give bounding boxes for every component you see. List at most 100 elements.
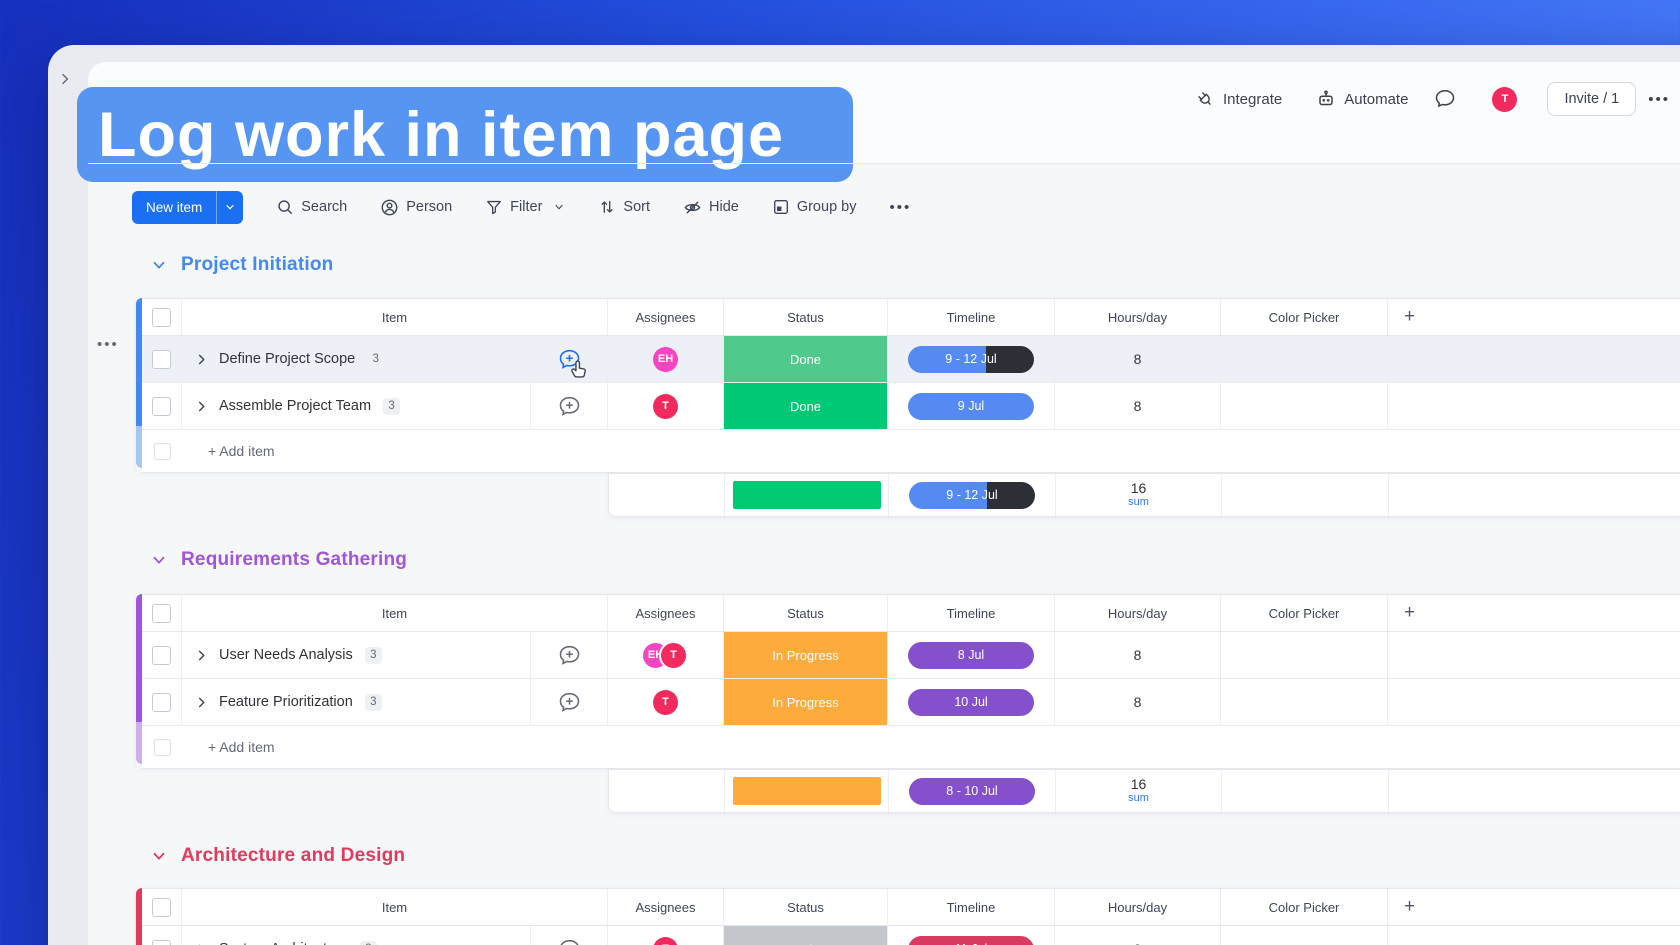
color-picker-cell[interactable] [1221,383,1388,429]
select-all-cell[interactable] [142,889,182,925]
top-bar-more-button[interactable]: ••• [1648,90,1671,108]
timeline-cell[interactable]: 8 Jul [888,632,1055,678]
add-conversation-icon[interactable] [558,691,581,714]
filter-button[interactable]: Filter [485,198,565,216]
row-checkbox[interactable] [152,645,171,665]
summary-timeline-pill[interactable]: 9 - 12 Jul [909,481,1035,509]
column-header-hours[interactable]: Hours/day [1055,595,1221,631]
row-checkbox[interactable] [152,396,171,416]
add-conversation-icon[interactable] [558,395,581,418]
user-avatar[interactable]: T [1492,86,1518,112]
table-row[interactable]: Feature Prioritization 3 T In Progress 10 Ju… [142,679,1680,726]
color-picker-cell[interactable] [1221,679,1388,725]
item-cell[interactable]: Feature Prioritization 3 [182,679,531,725]
status-distribution-bar[interactable] [732,777,881,805]
color-picker-cell[interactable] [1221,336,1388,382]
new-item-dropdown[interactable] [216,190,243,224]
row-checkbox[interactable] [152,692,171,712]
column-header-assignees[interactable]: Assignees [608,299,724,335]
automate-button[interactable]: Automate [1316,89,1408,109]
item-cell[interactable]: Assemble Project Team 3 [182,383,531,429]
new-item-button[interactable]: New item [132,190,244,224]
timeline-pill[interactable]: 9 - 12 Jul [908,345,1034,373]
column-header-item[interactable]: Item [182,889,608,925]
invite-button[interactable]: Invite / 1 [1547,82,1637,116]
add-item-button[interactable]: + Add item [208,443,275,459]
hours-cell[interactable]: 8 [1055,679,1221,725]
summary-timeline-pill[interactable]: 8 - 10 Jul [909,777,1035,805]
column-header-status[interactable]: Status [724,299,888,335]
add-conversation-cell[interactable] [531,926,608,945]
timeline-cell[interactable]: 9 Jul [888,383,1055,429]
timeline-pill[interactable]: 8 Jul [908,641,1034,669]
column-header-item[interactable]: Item [182,595,608,631]
column-header-color-picker[interactable]: Color Picker [1221,299,1388,335]
expand-item-icon[interactable] [194,942,209,945]
integrate-button[interactable]: Integrate [1196,90,1282,109]
toolbar-more-button[interactable]: ••• [889,198,912,216]
timeline-pill[interactable]: 9 Jul [908,392,1034,420]
column-header-color-picker[interactable]: Color Picker [1221,889,1388,925]
assignees-cell[interactable]: T [608,926,724,945]
column-header-hours[interactable]: Hours/day [1055,889,1221,925]
row-checkbox[interactable] [152,349,171,369]
person-filter-button[interactable]: Person [380,198,452,217]
column-header-timeline[interactable]: Timeline [888,889,1055,925]
add-item-row[interactable]: + Add item [142,726,1680,769]
expand-item-icon[interactable] [194,648,209,663]
timeline-cell[interactable]: 10 Jul [888,679,1055,725]
select-all-cell[interactable] [142,595,182,631]
add-conversation-icon[interactable] [558,644,581,667]
chat-button[interactable] [1434,88,1456,110]
sort-button[interactable]: Sort [598,198,650,216]
select-all-cell[interactable] [142,299,182,335]
assignees-cell[interactable]: EH [608,336,724,382]
group-collapse-icon[interactable] [150,256,168,274]
column-header-status[interactable]: Status [724,595,888,631]
column-header-color-picker[interactable]: Color Picker [1221,595,1388,631]
column-header-timeline[interactable]: Timeline [888,595,1055,631]
status-distribution-bar[interactable] [732,481,881,509]
add-conversation-cell[interactable] [531,383,608,429]
add-conversation-icon[interactable] [558,348,581,371]
item-cell[interactable]: Define Project Scope 3 [182,336,531,382]
select-all-checkbox[interactable] [152,307,171,327]
column-header-item[interactable]: Item [182,299,608,335]
search-button[interactable]: Search [276,198,347,216]
timeline-cell[interactable]: 11 Jul [888,926,1055,945]
status-cell[interactable]: In Progress [724,679,888,725]
status-cell[interactable]: Todo [724,926,888,945]
table-row[interactable]: Define Project Scope 3 EH Done 9 - 12 Jul 8 [142,336,1680,383]
group-collapse-icon[interactable] [150,551,168,569]
status-cell[interactable]: In Progress [724,632,888,678]
add-column-button[interactable]: + [1404,602,1416,623]
select-all-checkbox[interactable] [152,897,171,917]
add-conversation-icon[interactable] [558,938,581,945]
assignees-cell[interactable]: T [608,383,724,429]
add-conversation-cell[interactable] [531,679,608,725]
assignees-cell[interactable]: EH T [608,632,724,678]
row-actions-menu[interactable]: ••• [97,336,119,353]
add-conversation-cell[interactable] [531,632,608,678]
table-row[interactable]: System Architecture 3 T Todo 11 Jul 8 [142,926,1680,945]
timeline-pill[interactable]: 10 Jul [908,688,1034,716]
column-header-timeline[interactable]: Timeline [888,299,1055,335]
color-picker-cell[interactable] [1221,926,1388,945]
color-picker-cell[interactable] [1221,632,1388,678]
hours-cell[interactable]: 8 [1055,336,1221,382]
expand-item-icon[interactable] [194,695,209,710]
assignees-cell[interactable]: T [608,679,724,725]
row-checkbox[interactable] [152,939,171,945]
timeline-pill[interactable]: 11 Jul [908,935,1034,945]
add-column-button[interactable]: + [1404,896,1416,917]
select-all-checkbox[interactable] [152,603,171,623]
hours-cell[interactable]: 8 [1055,383,1221,429]
group-by-button[interactable]: Group by [772,198,856,216]
table-row[interactable]: User Needs Analysis 3 EH T In Progress 8 Jul 8 [142,632,1680,679]
column-header-assignees[interactable]: Assignees [608,889,724,925]
expand-item-icon[interactable] [194,399,209,414]
hide-button[interactable]: Hide [683,198,739,217]
sidebar-expand-button[interactable] [52,66,78,92]
add-item-button[interactable]: + Add item [208,739,275,755]
table-row[interactable]: Assemble Project Team 3 T Done 9 Jul 8 [142,383,1680,430]
